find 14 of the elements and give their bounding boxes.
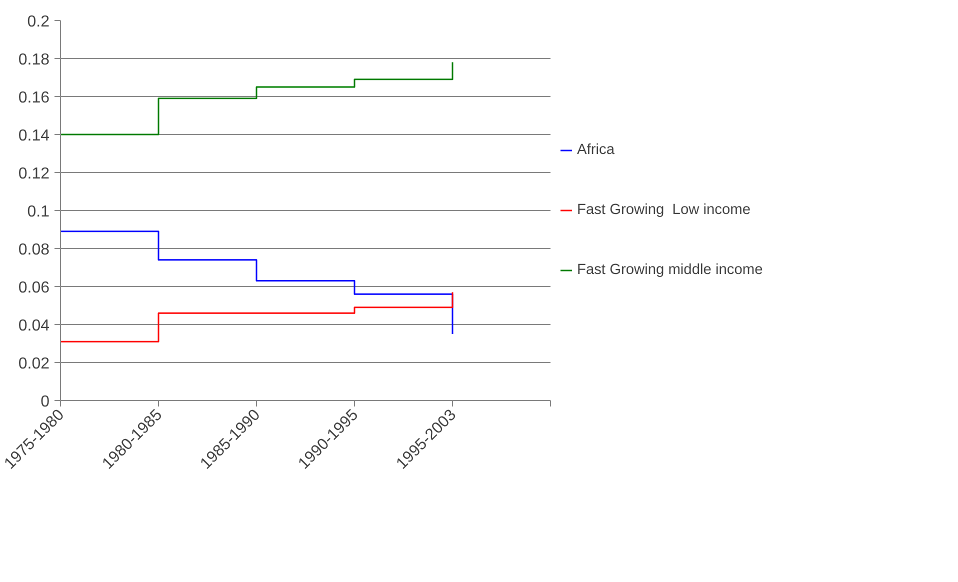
y-tick-label: 0.18 [18,52,50,68]
y-tick-label: 0.16 [18,90,50,106]
legend-label: Fast Growing middle income [577,262,763,278]
legend-label: Africa [577,142,614,158]
y-tick-label: 0.12 [18,166,50,182]
y-tick-label: 0.14 [18,128,50,144]
y-tick-label: 0.02 [18,356,50,372]
y-tick-label: 0 [40,394,50,410]
y-tick-label: 0.08 [18,242,50,258]
y-tick-label: 0.04 [18,318,50,334]
y-tick-label: 0.2 [27,14,50,30]
legend-label: Fast Growing Low income [577,202,750,218]
y-tick-label: 0.1 [27,204,50,220]
y-tick-label: 0.06 [18,280,50,296]
